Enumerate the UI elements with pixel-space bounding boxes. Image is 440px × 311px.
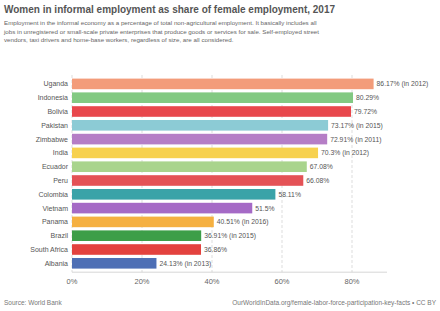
chart: Women in informal employment as share of… (0, 0, 440, 311)
category-label: Indonesia (38, 94, 68, 101)
category-label: Bolivia (47, 108, 68, 115)
title: Women in informal employment as share of… (4, 4, 335, 15)
subtitle: Employment in the informal economy as a … (4, 19, 317, 26)
bar (72, 134, 327, 145)
grid-line (282, 75, 283, 272)
data-label: 70.3% (in 2012) (321, 149, 369, 157)
grid-line (212, 75, 213, 272)
category-label: Panama (42, 218, 68, 225)
bar (72, 203, 252, 214)
grid-line (72, 75, 73, 272)
category-label: Albania (45, 260, 68, 267)
data-label: 86.17% (in 2012) (377, 80, 429, 88)
bar (72, 148, 318, 159)
category-label: Uganda (43, 80, 68, 88)
bar (72, 244, 201, 255)
data-label: 80.29% (356, 94, 379, 101)
bar (72, 230, 201, 241)
tick-label: 20% (134, 277, 149, 286)
data-label: 36.86% (204, 246, 227, 253)
tick-label: 0% (67, 277, 78, 286)
bar (72, 79, 374, 90)
subtitle: vendors, taxi drivers and home-base work… (4, 36, 234, 43)
bar (72, 258, 156, 269)
source: Source: World Bank (4, 299, 62, 306)
category-label: Peru (53, 177, 68, 184)
category-label: Pakistan (41, 122, 68, 129)
bar (72, 175, 303, 186)
data-label: 73.17% (in 2015) (331, 122, 383, 130)
category-label: Colombia (38, 191, 68, 198)
bar (72, 217, 214, 228)
bar (72, 106, 351, 117)
bars (72, 79, 374, 269)
data-label: 24.13% (in 2013) (159, 260, 211, 268)
data-label: 66.08% (306, 177, 329, 184)
labels: Uganda 86.17% (in 2012) Indonesia 80.29% Bol… (30, 80, 428, 267)
data-label: 58.11% (278, 191, 301, 198)
data-label: 36.91% (in 2015) (204, 232, 256, 240)
tick-label: 40% (204, 277, 219, 286)
tick-label: 60% (274, 277, 289, 286)
subtitle: jobs in unregistered or small-scale priv… (3, 28, 319, 35)
credit: OurWorldInData.org/female-labor-force-pa… (232, 299, 436, 307)
category-label: Vietnam (42, 205, 68, 212)
category-label: Ecuador (42, 163, 69, 170)
bar (72, 120, 328, 131)
category-label: India (53, 149, 68, 156)
data-label: 40.51% (in 2016) (217, 218, 269, 226)
bar (72, 189, 275, 200)
grid-line (352, 75, 353, 272)
tick-label: 80% (344, 277, 359, 286)
bar (72, 161, 307, 172)
category-label: Zimbabwe (36, 136, 68, 143)
grid-line (142, 75, 143, 272)
category-label: Brazil (50, 232, 68, 239)
grid (72, 75, 352, 272)
x-axis (72, 272, 387, 273)
data-label: 67.08% (310, 163, 333, 170)
bar (72, 92, 353, 103)
data-label: 72.91% (in 2011) (330, 136, 381, 144)
data-label: 79.72% (354, 108, 377, 115)
data-label: 51.5% (255, 205, 274, 212)
category-label: South Africa (30, 246, 68, 253)
